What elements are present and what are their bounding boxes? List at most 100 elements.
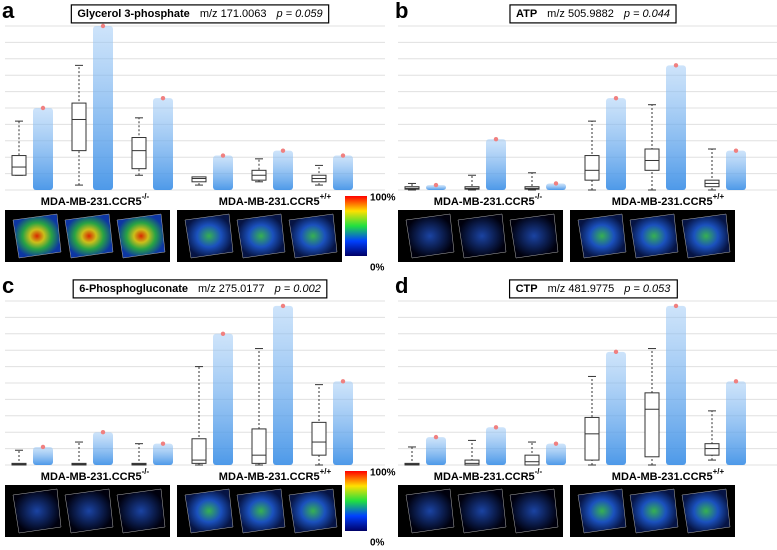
title-frame	[70, 4, 330, 24]
colorbar	[345, 196, 367, 256]
outlier	[493, 425, 499, 430]
genotype: -/-	[142, 467, 150, 476]
outlier	[40, 105, 46, 111]
outlier	[280, 303, 286, 309]
tissue-section	[577, 488, 627, 534]
tissue-section	[116, 213, 166, 259]
tissue-section	[629, 213, 679, 259]
outlier	[220, 153, 226, 158]
tissue-section	[629, 488, 679, 534]
point-cloud	[666, 305, 686, 465]
tissue-section	[12, 213, 62, 259]
point-cloud	[333, 155, 353, 190]
point-cloud	[93, 26, 113, 190]
box	[524, 454, 540, 466]
genotype: +/+	[320, 192, 332, 201]
tissue-section	[509, 213, 559, 259]
point-cloud	[666, 65, 686, 190]
outlier	[100, 430, 106, 435]
box	[11, 155, 27, 176]
genotype: +/+	[713, 467, 725, 476]
group-name: MDA-MB-231.CCR5	[219, 471, 320, 483]
box	[191, 438, 207, 464]
panel-letter: c	[2, 273, 14, 298]
colorbar	[345, 471, 367, 531]
p-value: p = 0.044	[623, 8, 670, 20]
outlier	[613, 95, 619, 101]
compound: ATP	[516, 8, 537, 20]
panel-letter: a	[2, 0, 15, 23]
box	[644, 392, 660, 458]
outlier	[673, 303, 679, 309]
group-name: MDA-MB-231.CCR5	[41, 196, 142, 208]
point-cloud	[273, 150, 293, 190]
title-box: CTP m/z 481.9775 p = 0.053	[508, 279, 678, 299]
point-cloud	[426, 185, 446, 190]
title: Glycerol 3-phosphate m/z 171.0063 p = 0.05…	[77, 8, 322, 20]
tissue-section	[681, 213, 731, 259]
genotype: -/-	[535, 192, 543, 201]
tissue-section	[577, 213, 627, 259]
box	[311, 421, 327, 456]
outlier	[340, 153, 346, 158]
outlier	[553, 441, 559, 446]
tissue-section	[184, 213, 234, 259]
group-label: MDA-MB-231.CCR5-/-	[434, 467, 543, 483]
outlier	[553, 181, 559, 186]
box	[191, 176, 207, 183]
outlier	[433, 434, 439, 440]
tissue-section	[405, 213, 455, 259]
compound: CTP	[516, 283, 538, 295]
outlier	[280, 148, 286, 153]
tissue-section	[236, 213, 286, 259]
colorbar-min: 0%	[370, 538, 385, 549]
group-name: MDA-MB-231.CCR5	[434, 196, 535, 208]
colorbar-max: 100%	[370, 193, 396, 204]
genotype: -/-	[535, 467, 543, 476]
outlier	[433, 182, 439, 188]
tissue-section	[288, 488, 338, 534]
box	[71, 102, 87, 152]
group-label: MDA-MB-231.CCR5-/-	[41, 192, 150, 208]
title-box: ATP m/z 505.9882 p = 0.044	[509, 4, 677, 24]
tissue-section	[457, 213, 507, 259]
group-name: MDA-MB-231.CCR5	[612, 196, 713, 208]
outlier	[160, 441, 166, 446]
group-label: MDA-MB-231.CCR5+/+	[219, 192, 332, 208]
point-cloud	[426, 437, 446, 465]
point-cloud	[153, 98, 173, 190]
p-value: p = 0.002	[274, 283, 321, 295]
tissue-section	[288, 213, 338, 259]
title: CTP m/z 481.9775 p = 0.053	[516, 283, 672, 295]
group-label: MDA-MB-231.CCR5-/-	[41, 467, 150, 483]
point-cloud	[33, 108, 53, 190]
group-name: MDA-MB-231.CCR5	[41, 471, 142, 483]
mz: m/z 171.0063	[200, 8, 267, 20]
mz: m/z 481.9775	[548, 283, 615, 295]
outlier	[40, 444, 46, 450]
outlier	[160, 95, 166, 101]
outlier	[340, 379, 346, 384]
group-name: MDA-MB-231.CCR5	[219, 196, 320, 208]
outlier	[613, 349, 619, 355]
point-cloud	[486, 139, 506, 190]
mz: m/z 275.0177	[198, 283, 265, 295]
genotype: +/+	[320, 467, 332, 476]
point-cloud	[213, 155, 233, 190]
tissue-section	[116, 488, 166, 534]
outlier	[493, 136, 499, 142]
compound: Glycerol 3-phosphate	[77, 8, 189, 20]
outlier	[673, 63, 679, 68]
box	[704, 443, 720, 456]
outlier	[100, 23, 106, 29]
p-value: p = 0.059	[275, 8, 322, 20]
title-frame	[72, 279, 328, 299]
tissue-section	[64, 213, 114, 259]
group-name: MDA-MB-231.CCR5	[434, 471, 535, 483]
point-cloud	[726, 150, 746, 190]
tissue-section	[64, 488, 114, 534]
point-cloud	[546, 443, 566, 465]
group-label: MDA-MB-231.CCR5+/+	[612, 467, 725, 483]
mz: m/z 505.9882	[547, 8, 614, 20]
